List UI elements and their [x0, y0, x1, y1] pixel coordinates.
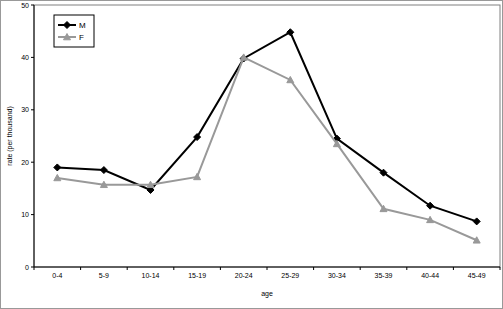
x-tick-label: 0-4	[52, 272, 62, 279]
y-axis	[34, 5, 35, 267]
legend-marker	[64, 34, 71, 40]
point	[380, 205, 387, 211]
x-tick-label: 30-34	[328, 272, 346, 279]
point	[333, 140, 340, 146]
legend-box	[54, 15, 94, 47]
series-line	[57, 32, 476, 221]
series-line	[57, 57, 476, 240]
point	[473, 237, 480, 243]
point	[240, 54, 247, 60]
point	[287, 76, 294, 82]
x-tick	[453, 267, 454, 270]
point	[100, 167, 107, 174]
x-tick-label: 20-24	[235, 272, 253, 279]
x-tick-label: 35-39	[375, 272, 393, 279]
x-tick-label: 45-49	[468, 272, 486, 279]
point	[194, 134, 201, 141]
x-tick	[80, 267, 81, 270]
y-tick-label: 0	[25, 264, 29, 271]
point	[194, 173, 201, 179]
point	[287, 29, 294, 36]
y-tick	[31, 5, 34, 6]
x-tick	[34, 267, 35, 270]
x-tick-label: 10-14	[142, 272, 160, 279]
point	[54, 174, 61, 180]
legend: MF	[54, 15, 94, 47]
y-tick	[31, 57, 34, 58]
plot-frame	[34, 5, 500, 267]
y-tick	[31, 214, 34, 215]
point	[100, 181, 107, 187]
point	[147, 181, 154, 187]
y-tick-label: 30	[21, 106, 29, 113]
y-tick	[31, 109, 34, 110]
x-axis-label: age	[261, 290, 273, 298]
x-tick	[173, 267, 174, 270]
y-tick-label: 10	[21, 211, 29, 218]
x-tick	[127, 267, 128, 270]
legend-label: F	[79, 33, 84, 42]
point	[427, 216, 434, 222]
y-tick-label: 40	[21, 54, 29, 61]
y-tick-label: 50	[21, 2, 29, 9]
x-tick	[313, 267, 314, 270]
x-tick	[406, 267, 407, 270]
x-tick	[500, 267, 501, 270]
x-tick	[220, 267, 221, 270]
x-tick	[360, 267, 361, 270]
legend-label: M	[79, 21, 86, 30]
legend-marker	[64, 22, 71, 29]
y-tick	[31, 162, 34, 163]
point	[380, 169, 387, 176]
x-tick-label: 40-44	[421, 272, 439, 279]
point	[54, 164, 61, 171]
x-tick-label: 15-19	[188, 272, 206, 279]
x-tick	[267, 267, 268, 270]
chart: 0 10 20 30 40 50 0-4 5-9 10-14 15-19 20-24 25-29 30-…	[0, 0, 503, 309]
y-tick-label: 20	[21, 159, 29, 166]
chart-border	[1, 1, 503, 309]
x-tick-label: 25-29	[281, 272, 299, 279]
x-tick-label: 5-9	[99, 272, 109, 279]
plot-marks	[54, 29, 480, 243]
point	[427, 202, 434, 209]
point	[473, 218, 480, 225]
y-axis-label: rate (per thousand)	[6, 106, 14, 166]
